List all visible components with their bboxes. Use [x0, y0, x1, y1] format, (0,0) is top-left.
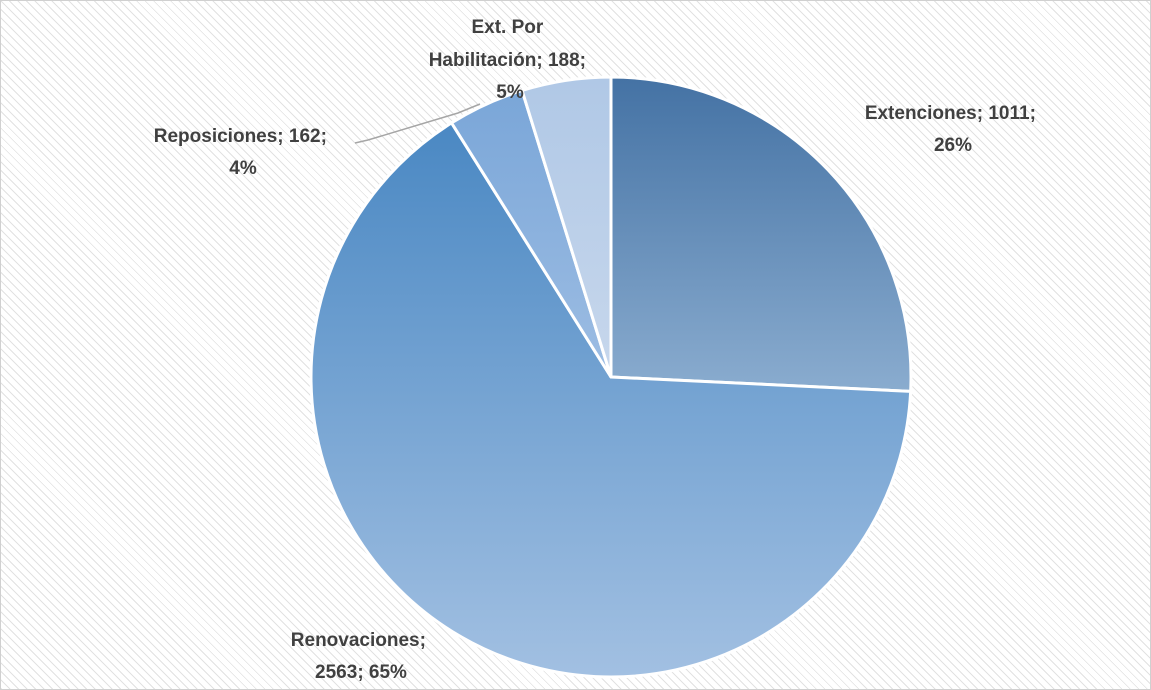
- pie-slice-ext-por-habilitaci-n: [520, 75, 613, 379]
- label-reposiciones: Reposiciones; 162; 4%: [154, 126, 332, 179]
- pie-slice-renovaciones: [309, 121, 913, 679]
- leader-line-reposiciones: [354, 103, 481, 144]
- label-ext-por-habilitacion: Ext. Por Habilitación; 188; 5%: [429, 17, 592, 103]
- label-renovaciones: Renovaciones; 2563; 65%: [291, 630, 431, 683]
- label-extenciones: Extenciones; 1011; 26%: [865, 103, 1041, 156]
- data-labels: Extenciones; 1011; 26% Renovaciones; 256…: [154, 17, 1041, 683]
- leader-lines: [354, 103, 481, 144]
- pie-slices: [309, 75, 913, 679]
- pie-slice-extenciones: [609, 75, 913, 393]
